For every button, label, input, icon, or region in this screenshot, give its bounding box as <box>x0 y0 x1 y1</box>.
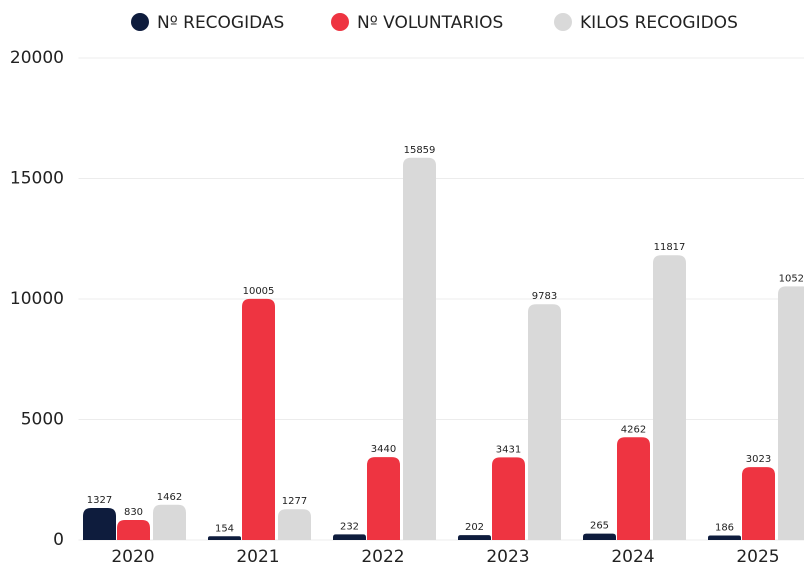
bar <box>333 534 366 540</box>
bar <box>208 536 241 540</box>
bar <box>153 504 186 540</box>
bar <box>708 535 741 540</box>
bar <box>278 509 311 540</box>
x-tick-label: 2023 <box>486 547 529 567</box>
value-label: 15859 <box>404 145 436 156</box>
bar <box>778 286 804 540</box>
y-tick-label: 10000 <box>10 289 64 309</box>
legend-swatch <box>131 13 149 31</box>
bar <box>617 437 650 540</box>
bar <box>83 508 116 540</box>
value-label: 154 <box>215 523 234 534</box>
legend-swatch <box>554 13 572 31</box>
bar <box>742 467 775 540</box>
bar <box>583 533 616 540</box>
bar <box>492 457 525 540</box>
bar <box>528 304 561 540</box>
value-label: 11817 <box>654 242 686 253</box>
bar <box>653 255 686 540</box>
y-tick-label: 5000 <box>21 410 64 430</box>
bar <box>242 298 275 540</box>
bar <box>367 457 400 540</box>
bar <box>458 535 491 540</box>
legend-label: Nº RECOGIDAS <box>157 13 284 33</box>
value-label: 1462 <box>157 492 182 503</box>
value-label: 3440 <box>371 444 396 455</box>
value-label: 186 <box>715 523 734 534</box>
value-label: 4262 <box>621 424 646 435</box>
value-label: 202 <box>465 522 484 533</box>
y-tick-label: 20000 <box>10 48 64 68</box>
value-label: 232 <box>340 521 359 532</box>
legend-label: KILOS RECOGIDOS <box>580 13 738 33</box>
x-tick-label: 2021 <box>236 547 279 567</box>
value-label: 1277 <box>282 496 307 507</box>
bar <box>117 519 150 540</box>
value-label: 10522 <box>779 273 804 284</box>
legend-label: Nº VOLUNTARIOS <box>357 13 503 33</box>
value-label: 1327 <box>87 495 112 506</box>
value-label: 9783 <box>532 291 557 302</box>
x-tick-label: 2024 <box>611 547 654 567</box>
legend-swatch <box>331 13 349 31</box>
value-label: 3023 <box>746 454 771 465</box>
x-tick-label: 2025 <box>736 547 779 567</box>
y-tick-label: 15000 <box>10 169 64 189</box>
value-label: 265 <box>590 521 609 532</box>
x-tick-label: 2022 <box>361 547 404 567</box>
bar <box>403 157 436 540</box>
value-label: 830 <box>124 507 143 518</box>
x-tick-label: 2020 <box>111 547 154 567</box>
value-label: 10005 <box>243 286 275 297</box>
value-label: 3431 <box>496 444 521 455</box>
y-tick-label: 0 <box>53 530 64 550</box>
